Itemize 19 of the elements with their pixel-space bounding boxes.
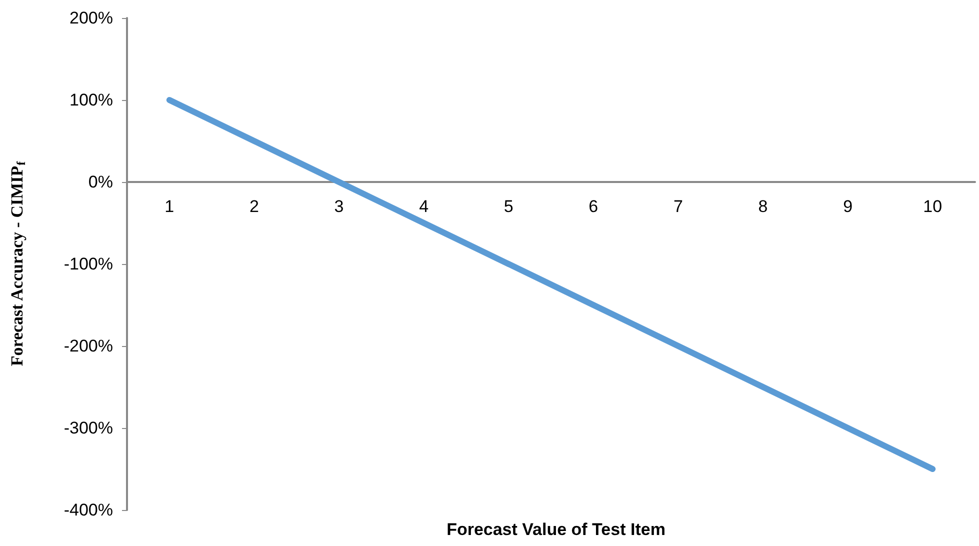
x-tick-label: 5 bbox=[504, 197, 514, 216]
x-tick-label: 1 bbox=[164, 197, 174, 216]
x-tick-label: 10 bbox=[923, 197, 942, 216]
x-tick-label: 8 bbox=[758, 197, 768, 216]
y-tick-label: -100% bbox=[64, 254, 113, 274]
x-tick-label: 7 bbox=[673, 197, 683, 216]
x-axis-title: Forecast Value of Test Item bbox=[446, 520, 666, 539]
x-tick-label: 6 bbox=[588, 197, 598, 216]
x-tick-label: 9 bbox=[843, 197, 853, 216]
y-axis-title: Forecast Accuracy - CIMIPf bbox=[8, 160, 28, 366]
y-tick-label: -400% bbox=[64, 500, 113, 520]
x-tick-label: 4 bbox=[419, 197, 429, 216]
y-tick-label: 0% bbox=[88, 172, 113, 192]
y-tick-label: -200% bbox=[64, 336, 113, 356]
y-tick-label: -300% bbox=[64, 418, 113, 438]
x-tick-label: 3 bbox=[334, 197, 344, 216]
y-tick-label: 100% bbox=[70, 90, 113, 110]
y-tick-label: 200% bbox=[70, 8, 113, 28]
x-tick-label: 2 bbox=[249, 197, 259, 216]
